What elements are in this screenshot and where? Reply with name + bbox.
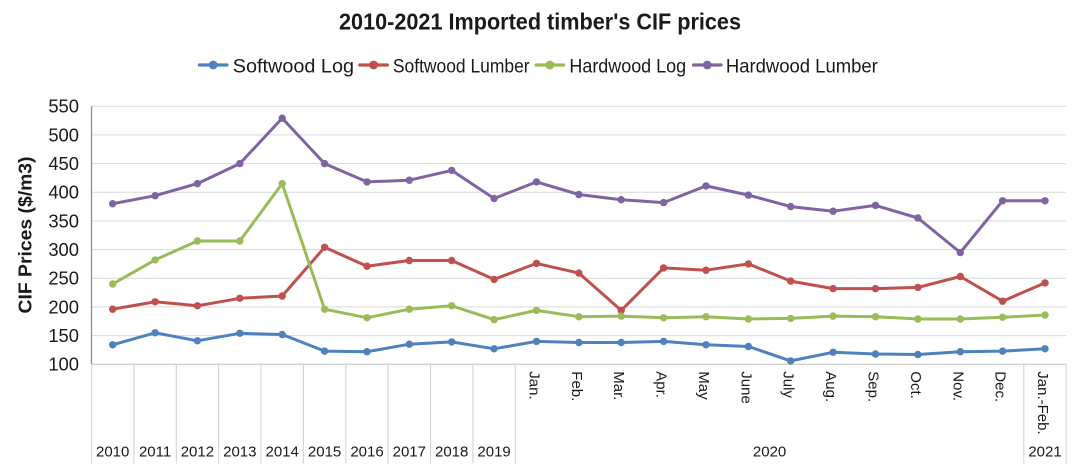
- svg-text:2017: 2017: [393, 443, 426, 460]
- svg-text:July: July: [780, 371, 797, 398]
- svg-text:2018: 2018: [435, 443, 468, 460]
- svg-text:Hardwood Lumber: Hardwood Lumber: [726, 56, 879, 77]
- svg-text:Hardwood Log: Hardwood Log: [569, 56, 686, 77]
- svg-text:2012: 2012: [181, 443, 214, 460]
- svg-text:2010-2021 Imported timber's CI: 2010-2021 Imported timber's CIF prices: [339, 9, 741, 35]
- svg-text:Softwood Lumber: Softwood Lumber: [393, 56, 530, 77]
- svg-text:450: 450: [48, 153, 79, 174]
- svg-text:2019: 2019: [477, 443, 510, 460]
- svg-text:Aug.: Aug.: [822, 371, 839, 402]
- svg-text:100: 100: [48, 354, 79, 375]
- svg-text:Oct.: Oct.: [907, 371, 924, 399]
- svg-text:2011: 2011: [139, 443, 171, 460]
- svg-text:2016: 2016: [350, 443, 383, 460]
- svg-text:250: 250: [48, 268, 79, 289]
- svg-text:300: 300: [48, 239, 79, 260]
- svg-text:Softwood Log: Softwood Log: [233, 56, 354, 77]
- svg-text:Dec.: Dec.: [992, 371, 1009, 402]
- svg-text:May: May: [695, 371, 712, 400]
- svg-text:150: 150: [48, 325, 79, 346]
- svg-text:400: 400: [48, 182, 79, 203]
- svg-text:2020: 2020: [753, 443, 786, 460]
- svg-text:Apr.: Apr.: [653, 371, 670, 398]
- svg-text:500: 500: [48, 124, 79, 145]
- svg-text:2015: 2015: [308, 443, 341, 460]
- svg-text:350: 350: [48, 210, 79, 231]
- svg-text:2014: 2014: [266, 443, 299, 460]
- svg-text:2013: 2013: [223, 443, 256, 460]
- svg-text:Feb.: Feb.: [568, 371, 585, 401]
- svg-text:2021: 2021: [1028, 443, 1061, 460]
- svg-text:Sep.: Sep.: [865, 371, 882, 402]
- svg-text:CIF Prices ($/m3): CIF Prices ($/m3): [15, 157, 36, 314]
- svg-text:June: June: [737, 371, 754, 404]
- svg-text:Jan.: Jan.: [526, 371, 543, 399]
- svg-text:Mar.: Mar.: [610, 371, 627, 400]
- svg-text:550: 550: [48, 96, 79, 117]
- svg-text:Nov.: Nov.: [949, 371, 966, 401]
- svg-text:2010: 2010: [96, 443, 129, 460]
- svg-text:200: 200: [48, 296, 79, 317]
- svg-text:Jan.-Feb.: Jan.-Feb.: [1034, 371, 1051, 434]
